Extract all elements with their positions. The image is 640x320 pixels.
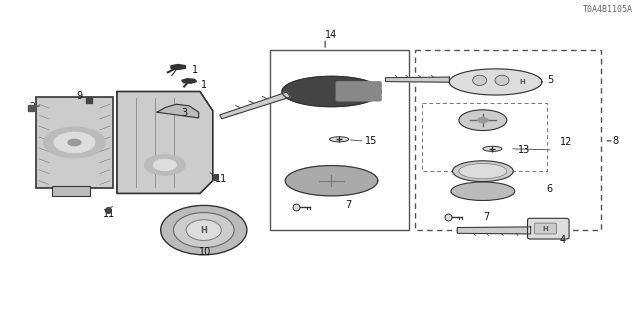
Text: 2: 2 (29, 102, 36, 112)
FancyBboxPatch shape (336, 82, 381, 101)
Polygon shape (458, 227, 531, 234)
Ellipse shape (451, 182, 515, 200)
Circle shape (68, 139, 81, 146)
Text: 1: 1 (192, 65, 198, 75)
Text: 10: 10 (198, 247, 211, 257)
FancyBboxPatch shape (52, 187, 90, 196)
Ellipse shape (452, 161, 513, 181)
Ellipse shape (186, 220, 221, 240)
Ellipse shape (173, 212, 234, 248)
Text: 5: 5 (547, 75, 553, 85)
Text: H: H (520, 79, 525, 85)
Text: 11: 11 (214, 174, 227, 184)
Text: 9: 9 (76, 91, 82, 101)
Circle shape (154, 159, 176, 171)
Text: 3: 3 (181, 108, 188, 118)
Polygon shape (171, 65, 186, 69)
Polygon shape (220, 92, 290, 119)
Text: 11: 11 (103, 209, 115, 219)
Text: H: H (543, 226, 548, 231)
Circle shape (44, 127, 105, 158)
FancyBboxPatch shape (527, 218, 569, 239)
Ellipse shape (330, 137, 349, 142)
Text: 6: 6 (547, 184, 553, 194)
Text: 7: 7 (346, 200, 352, 210)
Ellipse shape (459, 164, 507, 179)
Text: 13: 13 (518, 145, 530, 155)
Text: 1: 1 (200, 80, 207, 90)
Circle shape (477, 118, 488, 123)
Polygon shape (449, 69, 542, 95)
Ellipse shape (472, 75, 486, 85)
Text: 8: 8 (612, 136, 619, 146)
Ellipse shape (495, 75, 509, 85)
Text: 15: 15 (365, 136, 377, 146)
Polygon shape (117, 92, 212, 194)
FancyBboxPatch shape (534, 223, 556, 234)
Text: 7: 7 (483, 212, 489, 222)
Circle shape (54, 132, 95, 153)
Text: 14: 14 (325, 30, 337, 40)
Text: H: H (200, 226, 207, 235)
Polygon shape (285, 165, 378, 196)
Ellipse shape (459, 110, 507, 131)
Polygon shape (282, 76, 381, 107)
FancyBboxPatch shape (36, 97, 113, 188)
Circle shape (145, 155, 185, 175)
Polygon shape (385, 77, 449, 82)
Polygon shape (182, 79, 196, 83)
Polygon shape (157, 104, 198, 118)
Text: 4: 4 (559, 235, 566, 245)
Text: 12: 12 (559, 138, 572, 148)
Ellipse shape (483, 146, 502, 151)
Text: T0A4B1105A: T0A4B1105A (583, 5, 633, 14)
Ellipse shape (161, 205, 247, 255)
